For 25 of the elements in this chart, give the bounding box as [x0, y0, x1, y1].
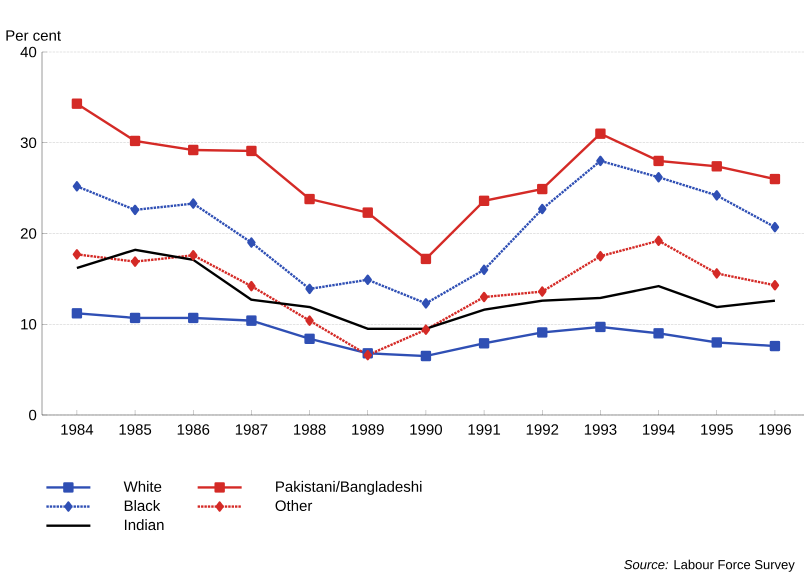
x-tick-label: 1988 — [294, 424, 326, 435]
y-tick-label: 20 — [20, 228, 36, 239]
legend-label: Indian — [124, 519, 164, 530]
text: Source: Labour Force Survey — [624, 560, 795, 572]
x-tick-label: 1991 — [468, 424, 500, 435]
x-tick-label: 1984 — [61, 424, 94, 435]
x-tick-label: 1992 — [526, 424, 558, 435]
y-tick-label: 30 — [20, 137, 36, 148]
y-axis-title: Per cent — [6, 30, 61, 41]
y-tick-label: 40 — [20, 46, 36, 58]
legend-label: Other — [276, 500, 312, 512]
x-tick-label: 1987 — [236, 424, 268, 435]
x-tick-label: 1996 — [759, 424, 791, 435]
x-tick-label: 1993 — [584, 424, 616, 435]
y-tick-label: 0 — [29, 410, 36, 420]
y-tick-label: 10 — [21, 318, 36, 330]
legend-label: Black — [124, 500, 160, 512]
x-tick-label: 1990 — [410, 424, 442, 435]
legend-label: White — [124, 480, 162, 492]
x-tick-label: 1985 — [120, 424, 152, 435]
x-tick-label: 1989 — [352, 424, 384, 435]
x-tick-label: 1986 — [178, 424, 210, 435]
x-tick-label: 1994 — [643, 424, 675, 435]
x-tick-label: 1995 — [701, 424, 733, 435]
legend-label: Pakistani/Bangladeshi — [276, 480, 422, 495]
